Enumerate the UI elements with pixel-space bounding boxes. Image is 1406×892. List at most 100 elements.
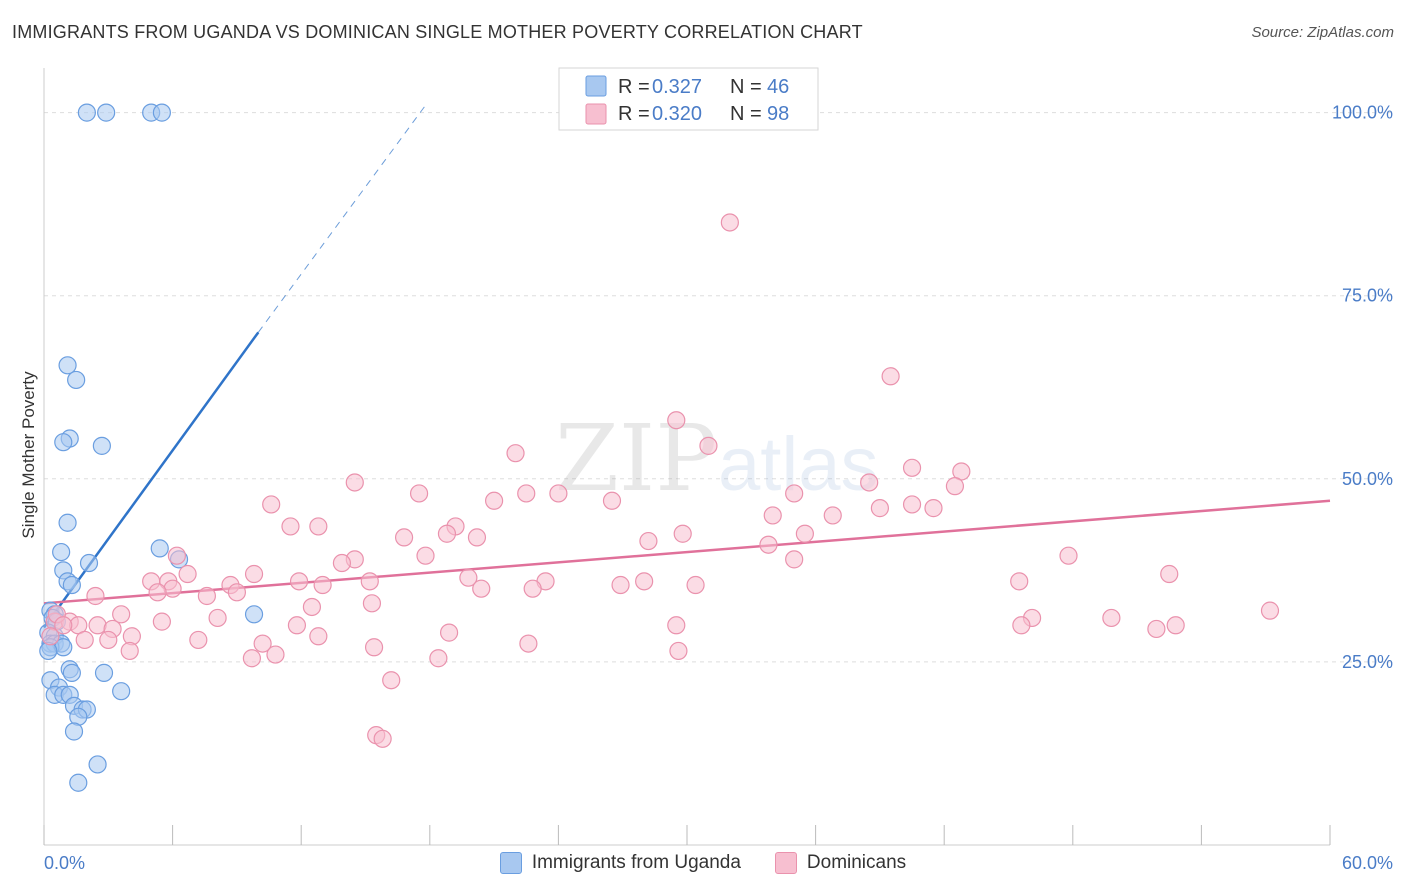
- uganda-point: [69, 773, 88, 792]
- dominican-point: [902, 458, 922, 477]
- dominican-point: [669, 641, 688, 661]
- uganda-point: [79, 553, 99, 573]
- legend-n-label-dominican: N =: [730, 103, 762, 125]
- dominican-point: [924, 499, 943, 518]
- bottom-legend-item-dominican: Dominicans: [774, 852, 907, 874]
- legend-n-label-uganda: N =: [730, 76, 762, 98]
- uganda-point: [54, 433, 73, 452]
- axes-layer: [43, 68, 1331, 846]
- dominican-point: [823, 506, 842, 525]
- dominican-point: [75, 630, 94, 650]
- dominican-point: [373, 729, 392, 748]
- uganda-point: [97, 103, 116, 122]
- dominican-point: [262, 495, 281, 514]
- dominican-point: [467, 528, 487, 547]
- bottom-legend: Immigrants from Uganda Dominicans: [0, 852, 1406, 874]
- dominican-point: [667, 411, 686, 430]
- dominican-point: [88, 616, 107, 635]
- uganda-point: [58, 356, 77, 375]
- dominican-point: [1059, 546, 1078, 565]
- uganda-trend-line: [42, 331, 260, 629]
- dominican-point: [309, 517, 328, 536]
- dominican-point: [485, 491, 504, 510]
- uganda-point: [64, 722, 84, 741]
- dominican-point: [602, 491, 622, 510]
- dominican-point: [860, 473, 879, 492]
- watermark: ZIP atlas: [555, 405, 879, 512]
- y-tick-label: 25.0%: [1342, 652, 1393, 672]
- dominican-point: [208, 608, 227, 628]
- y-tick-label: 100.0%: [1332, 103, 1393, 123]
- chart-title: IMMIGRANTS FROM UGANDA VS DOMINICAN SING…: [12, 22, 863, 42]
- uganda-point: [52, 542, 71, 562]
- uganda-point: [244, 605, 264, 624]
- uganda-point: [58, 513, 77, 532]
- dominican-point: [253, 634, 272, 653]
- dominican-point: [667, 616, 686, 635]
- uganda-point: [152, 103, 171, 122]
- dominican-point: [364, 638, 384, 657]
- dominican-point: [785, 484, 804, 503]
- bottom-legend-label-dominican: Dominicans: [806, 852, 907, 873]
- dominican-point: [54, 616, 73, 635]
- dominican-point: [41, 627, 60, 646]
- dominican-point: [242, 649, 262, 668]
- dominican-point: [86, 586, 105, 606]
- dominican-point: [635, 572, 654, 591]
- uganda-point: [77, 103, 96, 122]
- uganda-point: [62, 575, 81, 595]
- trend-lines: [42, 104, 1331, 629]
- dominican-point: [1166, 616, 1185, 635]
- dominican-point: [902, 495, 922, 514]
- dominican-point: [439, 623, 459, 642]
- source-attribution: Source: ZipAtlas.com: [1251, 24, 1394, 41]
- dominican-point: [281, 517, 300, 536]
- dominican-point: [313, 575, 332, 595]
- dominican-point: [1160, 564, 1179, 584]
- x-tick-label-min: 0.0%: [44, 853, 85, 873]
- y-tick-label: 75.0%: [1342, 286, 1393, 306]
- uganda-point: [94, 663, 114, 682]
- legend-r-label-uganda: R =: [618, 76, 650, 98]
- dominican-point: [472, 579, 491, 598]
- dominican-point: [120, 641, 139, 661]
- dominican-point: [795, 524, 814, 543]
- y-tick-label: 50.0%: [1342, 469, 1393, 489]
- dominican-point: [99, 630, 118, 650]
- y-axis-label: Single Mother Poverty: [19, 371, 38, 539]
- dominican-point: [611, 575, 630, 595]
- dominican-point: [409, 484, 429, 503]
- dominican-point: [148, 583, 167, 602]
- dominican-point: [178, 564, 197, 584]
- dominican-point: [244, 564, 264, 584]
- dominican-point: [163, 579, 182, 598]
- dominican-point: [394, 528, 414, 547]
- dominican-point: [152, 612, 171, 631]
- watermark-zip: ZIP: [555, 405, 717, 512]
- uganda-point: [62, 663, 81, 682]
- dominican-point: [506, 444, 525, 463]
- dominican-point: [416, 546, 435, 565]
- legend: R = 0.327 N = 46 R = 0.320 N = 98: [558, 67, 819, 131]
- dominican-point: [309, 627, 328, 646]
- dominican-point: [673, 524, 692, 543]
- dominican-point: [881, 367, 900, 386]
- bottom-legend-swatch-uganda: [499, 852, 522, 874]
- legend-r-value-uganda: 0.327: [652, 76, 702, 98]
- uganda-point: [92, 436, 111, 455]
- dominican-point: [437, 524, 457, 543]
- bottom-legend-item-uganda: Immigrants from Uganda: [499, 852, 741, 874]
- tick-labels: 25.0% 50.0% 75.0% 100.0%: [1332, 103, 1393, 672]
- dominican-point: [227, 583, 246, 602]
- dominican-point: [1147, 619, 1166, 639]
- dominican-point: [639, 531, 658, 551]
- grid-layer: [44, 112, 1393, 663]
- dominican-point: [362, 594, 382, 613]
- dominican-point: [1102, 608, 1121, 628]
- dominican-point: [382, 671, 401, 690]
- dominican-trend-line: [43, 499, 1331, 605]
- dominican-point: [112, 605, 131, 624]
- legend-swatch-uganda: [585, 75, 607, 97]
- uganda-point: [88, 755, 107, 774]
